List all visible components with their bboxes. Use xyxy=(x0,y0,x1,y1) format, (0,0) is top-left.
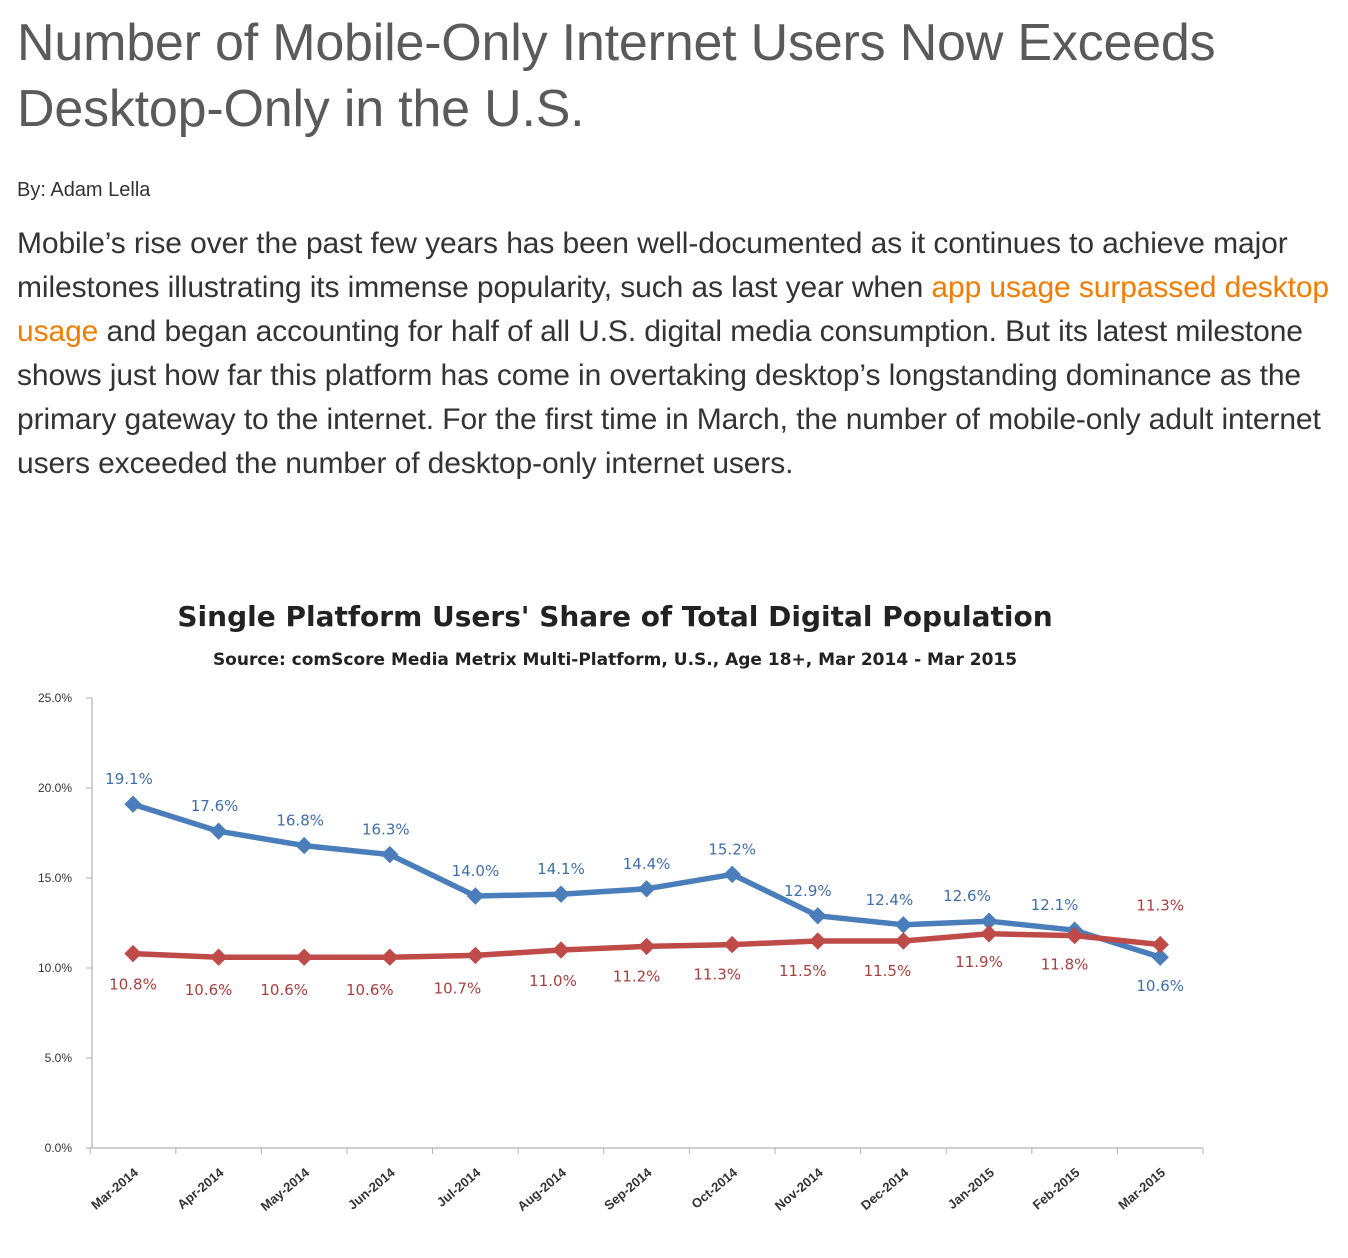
series-1-data-label: 19.1% xyxy=(105,770,153,788)
x-axis-labels: Mar-2014 Apr-2014 May-2014 Jun-2014 Jul-2014… xyxy=(88,1164,1168,1214)
series-2-data-label: 10.8% xyxy=(109,976,157,994)
series-2-point xyxy=(1065,926,1084,945)
x-tick-label: Oct-2014 xyxy=(688,1164,740,1211)
series-2-point xyxy=(723,935,741,954)
x-tick-label: Feb-2015 xyxy=(1030,1165,1083,1213)
series-2-point xyxy=(466,946,485,965)
article-headline: Number of Mobile-Only Internet Users Now… xyxy=(17,14,1216,138)
y-tick-label: 0.0% xyxy=(45,1141,73,1155)
series-1-point xyxy=(381,845,399,864)
series-2-point xyxy=(1151,935,1169,954)
x-tick-label: Jan-2015 xyxy=(945,1165,997,1212)
series-1-data-label: 15.2% xyxy=(708,840,756,858)
line-chart: Single Platform Users' Share of Total Di… xyxy=(38,600,1204,1214)
paragraph-text-start: Mobile’s rise over the past few years ha… xyxy=(17,227,1288,304)
series-2-data-label: 11.2% xyxy=(613,967,661,985)
series-1-data-label: 12.9% xyxy=(784,882,832,900)
series-2-point xyxy=(295,948,313,966)
chart-subtitle: Source: comScore Media Metrix Multi-Plat… xyxy=(213,650,1017,670)
series-1-data-label: 10.6% xyxy=(1136,977,1184,995)
series-1-data-label: 16.3% xyxy=(362,821,410,839)
series-2-point xyxy=(637,937,656,956)
series-1-point xyxy=(552,885,570,903)
series-2-data-label: 11.5% xyxy=(864,962,912,980)
x-tick-label: Jun-2014 xyxy=(345,1164,398,1212)
series-2-point xyxy=(381,948,399,966)
x-tick-label: Mar-2014 xyxy=(88,1164,141,1212)
series-2-data-label: 11.3% xyxy=(693,966,741,984)
x-tick-label: Aug-2014 xyxy=(514,1164,569,1214)
series-2-data-label: 11.9% xyxy=(955,953,1003,971)
series-2-data-label: 11.5% xyxy=(779,962,827,980)
series-2-data-label: 11.0% xyxy=(529,972,577,990)
series-1-data-label: 14.4% xyxy=(623,855,671,873)
x-tick-label: Dec-2014 xyxy=(858,1164,912,1213)
series-1-point xyxy=(894,916,913,934)
x-tick-label: Nov-2014 xyxy=(772,1164,827,1213)
y-tick-label: 15.0% xyxy=(38,871,72,885)
x-tick-label: Sep-2014 xyxy=(601,1164,655,1213)
y-tick-label: 10.0% xyxy=(38,961,72,975)
x-tick-label: Mar-2015 xyxy=(1115,1165,1168,1213)
series-1-data-label: 12.1% xyxy=(1031,896,1079,914)
x-tick-label: Jul-2014 xyxy=(434,1164,484,1209)
article: Number of Mobile-Only Internet Users Now… xyxy=(17,0,1337,516)
chart-title: Single Platform Users' Share of Total Di… xyxy=(177,600,1052,633)
chart-axes: 0.0% 5.0% 10.0% 15.0% 20.0% 25.0% xyxy=(38,691,1204,1155)
series-2-data-label: 10.6% xyxy=(185,981,233,999)
series-1-point xyxy=(209,822,228,840)
paragraph-text-end: and began accounting for half of all U.S… xyxy=(17,315,1321,480)
series-1-data-label: 14.0% xyxy=(452,862,500,880)
series-1-data-label: 14.1% xyxy=(537,860,585,878)
article-paragraph: Mobile’s rise over the past few years ha… xyxy=(17,222,1337,486)
series-2-point xyxy=(209,948,228,966)
series-1-data-label: 12.4% xyxy=(866,891,914,909)
series-1-point xyxy=(809,907,827,925)
series-2-point xyxy=(809,932,827,950)
y-tick-label: 25.0% xyxy=(38,691,72,705)
series-1-point xyxy=(1151,948,1169,966)
x-tick-label: May-2014 xyxy=(258,1164,313,1214)
series-1-point xyxy=(637,880,656,898)
series-2-point xyxy=(980,925,998,943)
series-1-point xyxy=(723,865,741,884)
series-2-data-label: 11.8% xyxy=(1041,956,1089,974)
series-1-point xyxy=(466,887,485,905)
series-2-data-label: 10.6% xyxy=(260,981,308,999)
series-2-data-label: 10.6% xyxy=(346,981,394,999)
series-2-point xyxy=(894,932,913,950)
series-2-point xyxy=(552,941,570,959)
series-1-data-label: 17.6% xyxy=(191,797,239,815)
series-2-data-label: 11.3% xyxy=(1136,897,1184,915)
series-1-point xyxy=(124,795,142,813)
series-1-data-label: 12.6% xyxy=(943,887,991,905)
y-tick-label: 5.0% xyxy=(45,1051,73,1065)
app-usage-link[interactable]: app usage surpassed desktop usage xyxy=(17,271,1329,348)
chart-series: 19.1% 17.6% 16.8% 16.3% 14.0% 14.1% 14.4% 15.2%… xyxy=(105,770,1184,999)
series-1-data-label: 16.8% xyxy=(276,812,324,830)
article-byline: By: Adam Lella xyxy=(17,179,151,201)
series-2-data-label: 10.7% xyxy=(434,979,482,997)
series-1-point xyxy=(295,836,313,855)
series-2-point xyxy=(124,944,142,963)
y-tick-label: 20.0% xyxy=(38,781,72,795)
x-tick-label: Apr-2014 xyxy=(174,1164,227,1212)
